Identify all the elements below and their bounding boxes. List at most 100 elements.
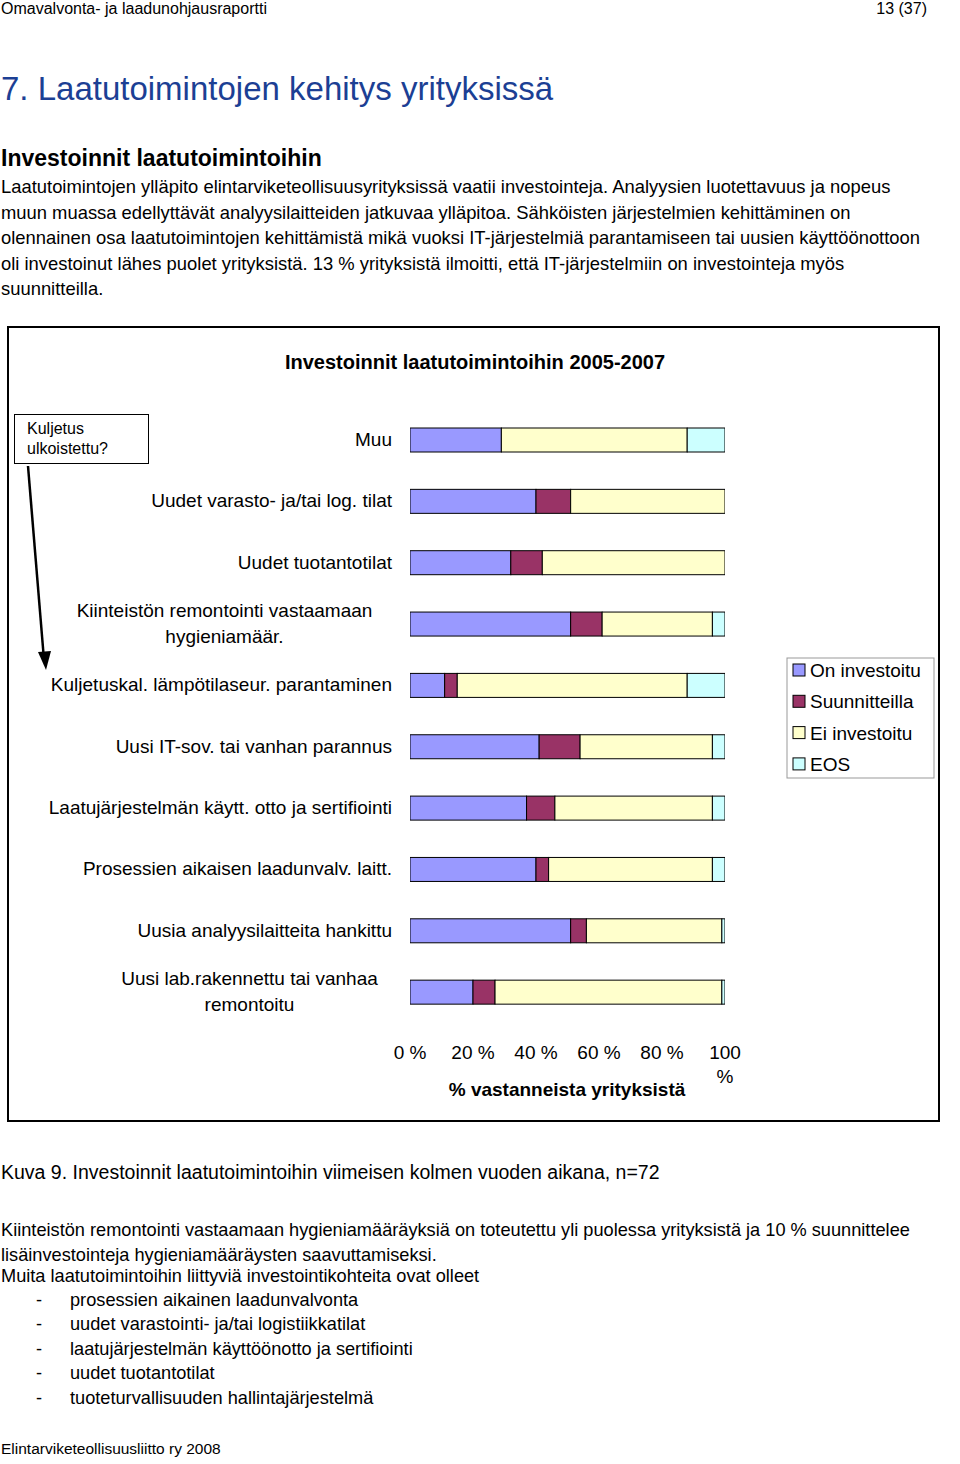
bar-segment xyxy=(410,551,511,575)
bar-segment xyxy=(712,796,725,820)
x-tick-label: 60 % xyxy=(575,1041,623,1065)
list-item: prosessien aikainen laadunvalvonta xyxy=(70,1290,358,1311)
bar-segment xyxy=(410,857,536,881)
bar-segment xyxy=(410,796,527,820)
category-label: Kuljetuskal. lämpötilaseur. parantaminen xyxy=(51,672,392,698)
annotation-arrow-head xyxy=(38,651,51,670)
legend-swatch xyxy=(793,695,805,707)
x-tick-label: 80 % xyxy=(638,1041,686,1065)
bar-segment xyxy=(495,980,722,1004)
bar-segment xyxy=(722,919,725,943)
bar-segment xyxy=(457,673,687,697)
header-title: Omavalvonta- ja laadunohjausraportti xyxy=(1,0,267,18)
paragraph: Kiinteistön remontointi vastaamaan hygie… xyxy=(1,1218,946,1267)
bar-segment xyxy=(410,980,473,1004)
bar-segment xyxy=(542,551,725,575)
legend-box xyxy=(787,658,934,778)
category-label: Muu xyxy=(355,427,392,453)
page: Omavalvonta- ja laadunohjausraportti 13 (… xyxy=(0,0,960,1464)
bar-segment xyxy=(722,980,725,1004)
bar-segment xyxy=(410,919,571,943)
bar-segment xyxy=(410,735,539,759)
bar-segment xyxy=(501,428,687,452)
x-axis-label: % vastanneista yrityksistä xyxy=(449,1079,686,1100)
list-marker: - xyxy=(36,1388,42,1409)
category-label-box: Prosessien aikaisen laadunvalv. laitt. xyxy=(0,829,392,909)
category-label-box: Uusia analyysilaitteita hankittu xyxy=(0,891,392,971)
bar-segment xyxy=(445,673,458,697)
category-label-box: Uudet tuotantotilat xyxy=(0,523,392,603)
bar-segment xyxy=(527,796,555,820)
category-label: Prosessien aikaisen laadunvalv. laitt. xyxy=(83,856,392,882)
annotation-arrow-line xyxy=(28,466,44,660)
list-item: laatujärjestelmän käyttöönotto ja sertif… xyxy=(70,1339,413,1360)
bar-segment xyxy=(549,857,713,881)
category-label: Uudet varasto- ja/tai log. tilat xyxy=(151,488,392,514)
category-label: Uusi lab.rakennettu tai vanhaa remontoit… xyxy=(107,966,392,1018)
bar-segment xyxy=(687,428,725,452)
list-marker: - xyxy=(36,1339,42,1360)
legend-label: Suunnitteilla xyxy=(810,691,914,712)
category-label: Uusi IT-sov. tai vanhan parannus xyxy=(116,734,392,760)
category-label: Kiinteistön remontointi vastaamaan hygie… xyxy=(57,598,392,650)
list-item: tuoteturvallisuuden hallintajärjestelmä xyxy=(70,1388,373,1409)
x-tick-label: 0 % xyxy=(386,1041,434,1065)
bar-segment xyxy=(473,980,495,1004)
bar-segment xyxy=(571,919,587,943)
intro: Laatutoimintojen ylläpito elintarviketeo… xyxy=(1,174,941,302)
bar-segment xyxy=(511,551,543,575)
chart-title: Investoinnit laatutoimintoihin 2005-2007 xyxy=(285,351,665,373)
caption: Kuva 9. Investoinnit laatutoimintoihin v… xyxy=(1,1161,660,1184)
subheading: Investoinnit laatutoimintoihin xyxy=(1,145,322,172)
bar-segment xyxy=(536,489,571,513)
category-label-box: Uusi lab.rakennettu tai vanhaa remontoit… xyxy=(0,952,392,1032)
bar-segment xyxy=(536,857,549,881)
category-label-box: Kiinteistön remontointi vastaamaan hygie… xyxy=(0,584,392,664)
list-item: uudet varastointi- ja/tai logistiikkatil… xyxy=(70,1314,365,1335)
bar-segment xyxy=(410,612,571,636)
x-tick-label: 40 % xyxy=(512,1041,560,1065)
x-tick-label: 20 % xyxy=(449,1041,497,1065)
bar-segment xyxy=(687,673,725,697)
heading: 7. Laatutoimintojen kehitys yrityksissä xyxy=(1,70,553,108)
footer: Elintarviketeollisuusliitto ry 2008 xyxy=(1,1440,221,1458)
category-label-box: Uudet varasto- ja/tai log. tilat xyxy=(0,461,392,541)
legend-label: EOS xyxy=(810,754,850,775)
chart-frame xyxy=(8,327,939,1121)
chart-svg: Investoinnit laatutoimintoihin 2005-2007… xyxy=(0,0,960,1464)
bar-segment xyxy=(586,919,721,943)
category-label-box: Uusi IT-sov. tai vanhan parannus xyxy=(0,707,392,787)
list-marker: - xyxy=(36,1363,42,1384)
bar-segment xyxy=(602,612,712,636)
legend-swatch xyxy=(793,727,805,739)
legend-label: On investoitu xyxy=(810,660,921,681)
bar-segment xyxy=(410,428,501,452)
x-tick-label: 100 % xyxy=(701,1041,749,1089)
bar-segment xyxy=(725,551,726,575)
bar-segment xyxy=(725,489,726,513)
list-intro: Muita laatutoimintoihin liittyviä invest… xyxy=(1,1266,479,1287)
annotation-box: Kuljetus ulkoistettu? xyxy=(14,414,149,464)
bar-segment xyxy=(410,489,536,513)
category-label-box: Laatujärjestelmän käytt. otto ja sertifi… xyxy=(0,768,392,848)
legend-swatch xyxy=(793,664,805,676)
list-marker: - xyxy=(36,1290,42,1311)
bar-segment xyxy=(712,857,725,881)
category-label-box: Kuljetuskal. lämpötilaseur. parantaminen xyxy=(0,645,392,725)
bar-segment xyxy=(410,673,445,697)
bar-segment xyxy=(571,489,725,513)
bar-segment xyxy=(712,612,725,636)
header-page: 13 (37) xyxy=(876,0,927,18)
category-label: Uudet tuotantotilat xyxy=(238,550,392,576)
legend-label: Ei investoitu xyxy=(810,723,912,744)
category-label: Laatujärjestelmän käytt. otto ja sertifi… xyxy=(49,795,392,821)
list-item: uudet tuotantotilat xyxy=(70,1363,215,1384)
legend-swatch xyxy=(793,758,805,770)
bar-segment xyxy=(539,735,580,759)
bar-segment xyxy=(580,735,712,759)
bars xyxy=(410,428,725,1004)
bar-segment xyxy=(571,612,603,636)
bar-segment xyxy=(712,735,725,759)
bar-segment xyxy=(555,796,713,820)
list-marker: - xyxy=(36,1314,42,1335)
